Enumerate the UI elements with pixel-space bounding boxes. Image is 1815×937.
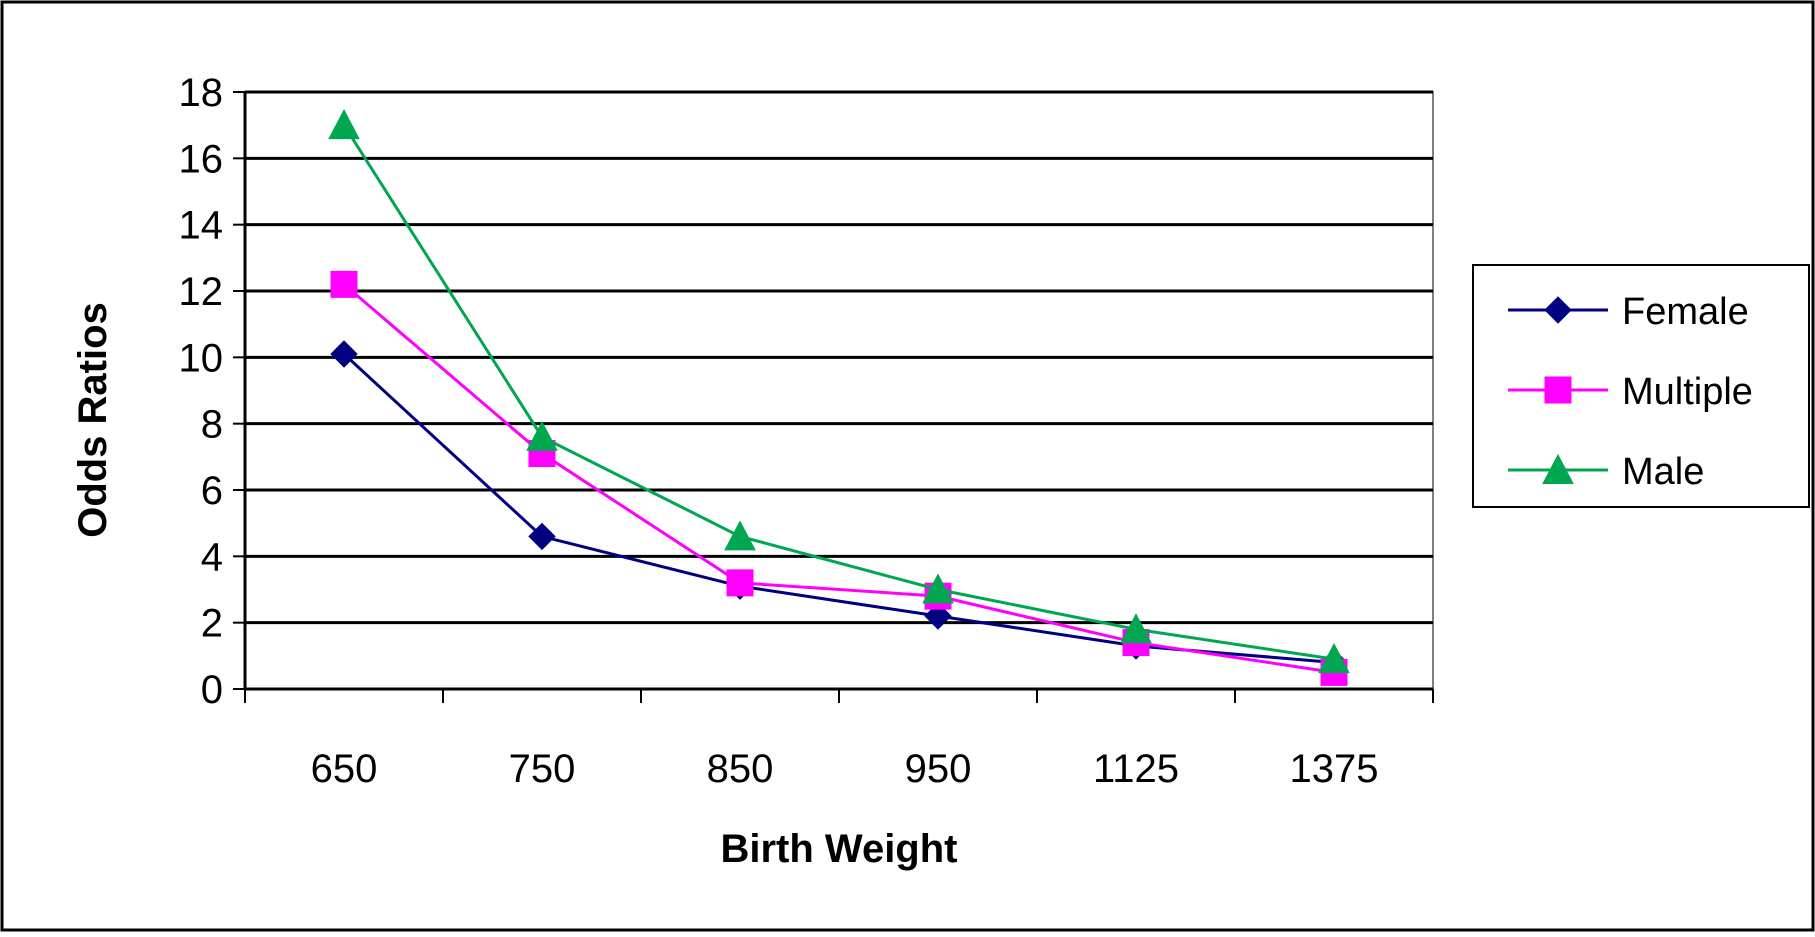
axes: 0 2 4 6 8 10 12 14 16 18 650 750 850 950 1125 1375 (179, 71, 1434, 791)
data-point-male (1120, 613, 1152, 644)
legend: Female Multiple Male (1472, 264, 1810, 508)
y-tick-label: 10 (179, 336, 224, 380)
data-point-male (328, 109, 360, 140)
data-point-female (330, 340, 358, 368)
y-tick-label: 18 (179, 71, 224, 115)
legend-item-male: Male (1508, 451, 1704, 493)
data-point-male (724, 520, 756, 551)
x-tick-label: 1375 (1290, 747, 1379, 791)
legend-marker-female (1544, 296, 1572, 324)
legend-box (1472, 264, 1810, 508)
y-tick-label: 14 (179, 204, 224, 248)
x-tick-label: 950 (905, 747, 972, 791)
y-tick-label: 2 (201, 602, 223, 646)
legend-item-multiple: Multiple (1508, 371, 1753, 413)
legend-label-female: Female (1622, 291, 1749, 333)
x-tick-label: 650 (311, 747, 378, 791)
gridlines (245, 90, 1433, 625)
data-point-multiple (726, 569, 754, 597)
x-tick-label: 1125 (1093, 747, 1179, 791)
legend-marker-male (1542, 453, 1574, 484)
series-male (328, 109, 1350, 674)
y-tick-label: 6 (201, 469, 223, 513)
plot-area (244, 91, 1434, 690)
y-tick-label: 0 (201, 668, 223, 712)
series-lines (328, 109, 1350, 686)
x-tick-label: 750 (509, 747, 576, 791)
data-point-male (922, 573, 954, 604)
x-axis-title: Birth Weight (720, 827, 957, 871)
legend-label-male: Male (1622, 451, 1704, 493)
y-tick-label: 4 (201, 535, 223, 579)
data-point-female (528, 522, 556, 551)
legend-marker-multiple (1544, 376, 1572, 404)
x-tick-label: 850 (707, 747, 774, 791)
series-line-multiple (343, 283, 1335, 674)
data-point-multiple (330, 270, 358, 298)
series-line-male (342, 124, 1335, 661)
data-point-male (1318, 643, 1350, 674)
y-axis-title: Odds Ratios (71, 302, 115, 538)
legend-label-multiple: Multiple (1622, 371, 1753, 413)
y-tick-label: 8 (201, 403, 223, 447)
legend-item-female: Female (1508, 291, 1749, 333)
y-tick-label: 12 (179, 270, 224, 314)
data-point-male (526, 420, 558, 451)
y-tick-label: 16 (179, 137, 224, 181)
